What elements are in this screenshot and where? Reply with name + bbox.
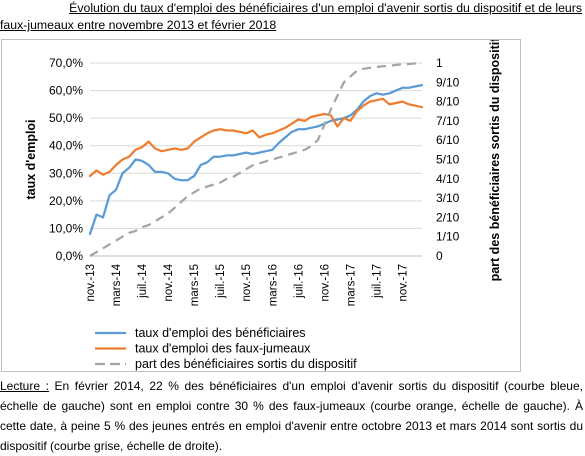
- y-right-axis-title: part des bénéficiaires sortis du disposi…: [488, 40, 502, 281]
- chart-title: Évolution du taux d'emploi des bénéficia…: [0, 0, 582, 34]
- y-left-tick-label: 60,0%: [49, 84, 83, 98]
- legend-label-2: taux d'emploi des faux-jumeaux: [135, 342, 311, 356]
- y-left-axis-title: taux d'emploi: [24, 119, 38, 199]
- x-tick-label: nov.-15: [241, 264, 253, 302]
- reading-note: Lecture : En février 2014, 22 % des béné…: [0, 376, 583, 456]
- x-tick-label: mars-14: [111, 263, 123, 306]
- reading-note-text: En février 2014, 22 % des bénéficiaires …: [0, 379, 583, 453]
- x-tick-label: juil.-17: [371, 264, 383, 299]
- y-right-tick-label: 3/10: [436, 191, 460, 205]
- x-tick-label: nov.-16: [319, 264, 331, 302]
- line-chart: 0,0% 10,0% 20,0% 30,0% 40,0% 50,0% 60,0% 70,0% 0…: [24, 40, 502, 371]
- x-tick-label: mars-17: [345, 264, 357, 306]
- chart-title-line-2: faux-jumeaux entre novembre 2013 et févr…: [0, 18, 277, 32]
- chart-title-line-1: Évolution du taux d'emploi des bénéficia…: [69, 1, 582, 15]
- y-right-tick-label: 5/10: [436, 153, 460, 167]
- chart-frame: 0,0% 10,0% 20,0% 30,0% 40,0% 50,0% 60,0% 70,0% 0…: [1, 39, 521, 372]
- x-tick-label: nov.-14: [163, 263, 175, 301]
- x-tick-label: juil.-15: [215, 264, 227, 299]
- y-left-tick-label: 30,0%: [49, 166, 83, 180]
- y-right-tick-label: 0: [436, 249, 443, 263]
- y-right-tick-label: 6/10: [436, 133, 460, 147]
- x-tick-label: juil.-16: [293, 264, 305, 299]
- series-line-3: [89, 61, 423, 257]
- y-right-tick-label: 9/10: [436, 75, 460, 89]
- series-line-1: [88, 83, 424, 236]
- x-tick-label: mars-16: [267, 264, 279, 306]
- y-right-tick-label: 1/10: [436, 230, 460, 244]
- y-right-tick-label: 8/10: [436, 95, 460, 109]
- y-left-tick-label: 40,0%: [49, 139, 83, 153]
- y-right-tick-label: 4/10: [436, 172, 460, 186]
- legend-label-3: part des bénéficiaires sortis du disposi…: [135, 357, 357, 371]
- y-left-tick-label: 50,0%: [49, 111, 83, 125]
- y-left-tick-label: 0,0%: [56, 249, 84, 263]
- x-tick-label: nov.-17: [397, 264, 409, 302]
- y-right-tick-label: 7/10: [436, 114, 460, 128]
- reading-note-label: Lecture :: [0, 379, 49, 393]
- y-left-tick-label: 70,0%: [49, 56, 83, 70]
- x-tick-label: juil.-14: [137, 263, 149, 298]
- series-line-2: [88, 97, 424, 178]
- legend-label-1: taux d'emploi des bénéficiaires: [135, 326, 306, 340]
- x-tick-label: mars-15: [189, 264, 201, 306]
- y-right-tick-label: 1: [436, 56, 443, 70]
- x-tick-label: nov.-13: [85, 264, 97, 302]
- y-left-tick-label: 10,0%: [49, 221, 83, 235]
- y-left-tick-label: 20,0%: [49, 194, 83, 208]
- y-right-tick-label: 2/10: [436, 210, 460, 224]
